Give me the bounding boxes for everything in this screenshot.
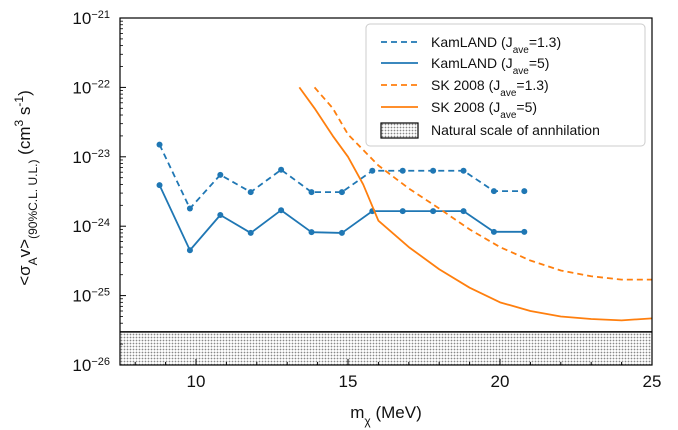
series-layer xyxy=(156,86,653,322)
series-1-point-6 xyxy=(338,229,345,236)
x-axis-ticks: 10 15 20 25 xyxy=(134,359,662,391)
y-axis-title: <σAv>(90%C.L. U.L.) (cm3 s-1) xyxy=(12,90,40,286)
legend-box xyxy=(365,23,646,147)
series-0-point-2 xyxy=(217,171,224,178)
series-0-point-1 xyxy=(186,205,193,212)
series-1-point-12 xyxy=(521,228,528,235)
series-1-point-9 xyxy=(430,208,437,215)
y-tick-label: 10−23 xyxy=(72,148,110,167)
series-0-point-9 xyxy=(430,167,437,174)
series-0-point-5 xyxy=(308,189,315,196)
series-1-point-3 xyxy=(247,229,254,236)
y-axis-ticks: 10−26 10−25 10−24 10−23 10−22 10−21 xyxy=(72,9,126,375)
legend-label-1: KamLAND (Jave=5) xyxy=(431,55,549,77)
y-tick-label: 10−25 xyxy=(72,287,110,306)
natural-scale-band-fill xyxy=(120,331,652,365)
series-0-point-4 xyxy=(278,166,285,173)
x-tick-label: 15 xyxy=(339,372,358,391)
y-tick-label: 10−24 xyxy=(72,217,110,236)
series-1-point-2 xyxy=(217,212,224,218)
series-0-point-0 xyxy=(156,141,163,148)
series-1-point-11 xyxy=(490,228,497,235)
y-tick-label: 10−22 xyxy=(72,78,110,97)
series-1-point-4 xyxy=(278,207,285,214)
series-0-point-7 xyxy=(369,167,376,174)
legend-label-band: Natural scale of annhilation xyxy=(431,122,600,138)
series-0-point-11 xyxy=(490,188,497,195)
series-1-point-8 xyxy=(399,208,406,215)
legend-label-0: KamLAND (Jave=1.3) xyxy=(431,34,561,56)
series-line-0 xyxy=(158,144,525,210)
natural-scale-band xyxy=(120,331,652,365)
y-tick-label: 10−21 xyxy=(72,9,110,28)
x-tick-label: 20 xyxy=(491,372,510,391)
series-1-point-5 xyxy=(308,229,315,236)
x-tick-label: 25 xyxy=(643,372,662,391)
series-1-point-0 xyxy=(156,182,163,189)
legend-label-3: SK 2008 (Jave=5) xyxy=(431,99,537,121)
legend: KamLAND (Jave=1.3) KamLAND (Jave=5) SK 2… xyxy=(365,23,646,147)
series-0-point-8 xyxy=(399,167,406,174)
legend-label-2: SK 2008 (Jave=1.3) xyxy=(431,77,549,99)
plot-frame xyxy=(119,17,653,366)
series-0-point-3 xyxy=(247,189,254,196)
x-tick-label: 10 xyxy=(187,372,206,391)
series-1-point-1 xyxy=(186,247,193,254)
series-line-3 xyxy=(298,86,653,322)
y-tick-label: 10−26 xyxy=(72,356,110,375)
series-0-point-10 xyxy=(460,167,467,174)
series-1-point-10 xyxy=(460,208,467,215)
series-0-point-12 xyxy=(521,188,528,195)
series-line-2 xyxy=(313,86,652,281)
series-0-point-6 xyxy=(338,189,345,196)
x-axis-title: mχ (MeV) xyxy=(350,403,421,428)
legend-swatch-band xyxy=(380,122,419,139)
